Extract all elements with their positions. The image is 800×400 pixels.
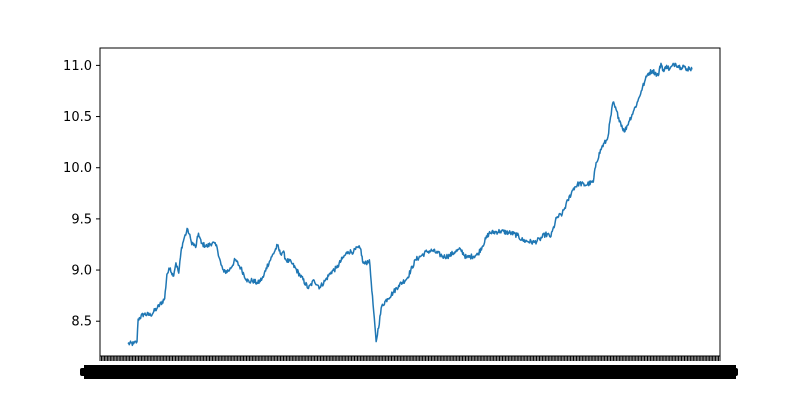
x-axis — [80, 356, 738, 379]
x-tick-labels-overlap-right-end — [734, 368, 738, 376]
x-tick-labels-overlap-left-end — [80, 368, 86, 376]
y-axis: 8.5 9.0 9.5 10.0 10.5 11.0 — [63, 59, 100, 330]
y-tick-label: 8.5 — [71, 315, 92, 330]
plot-area — [127, 62, 693, 347]
y-tick-label: 9.5 — [71, 212, 92, 227]
y-tick-label: 9.0 — [71, 264, 92, 279]
y-tick-label: 10.5 — [63, 110, 92, 125]
series-line — [127, 62, 693, 347]
y-tick-label: 11.0 — [63, 59, 92, 74]
y-tick-label: 10.0 — [63, 161, 92, 176]
x-tick-labels-overlap — [84, 365, 736, 379]
axes-frame — [99, 47, 721, 357]
